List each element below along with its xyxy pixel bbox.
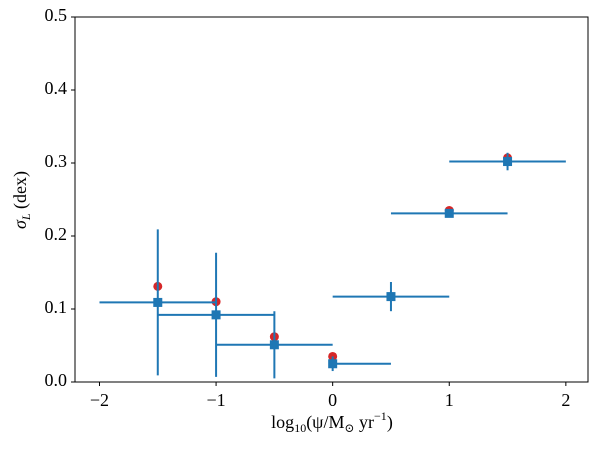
x-tick-label: −2: [90, 390, 109, 410]
plot-frame: [74, 16, 589, 383]
x-axis-label: log10(ψ/M⊙ yr−1): [271, 409, 393, 435]
square-marker: [444, 208, 454, 218]
square-marker: [386, 292, 396, 302]
y-tick-label: 0.5: [45, 5, 68, 25]
x-tick-label: 2: [561, 390, 570, 410]
x-tick-label: 0: [328, 390, 337, 410]
square-marker: [211, 310, 221, 320]
square-marker: [503, 157, 513, 167]
y-tick-label: 0.4: [45, 78, 68, 98]
x-tick-label: 1: [445, 390, 454, 410]
square-marker: [153, 297, 163, 307]
x-tick-label: −1: [206, 390, 225, 410]
square-marker: [328, 359, 338, 369]
y-tick-label: 0.3: [45, 151, 68, 171]
y-tick-label: 0.1: [45, 297, 68, 317]
y-axis-label: σL (dex): [10, 171, 33, 229]
square-marker: [269, 340, 279, 350]
y-tick-label: 0.0: [45, 370, 68, 390]
y-tick-label: 0.2: [45, 224, 68, 244]
